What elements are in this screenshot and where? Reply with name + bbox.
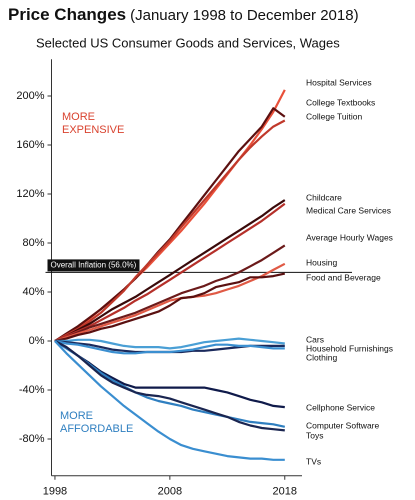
chart-subtitle: Selected US Consumer Goods and Services,… [36,35,340,50]
series-label: TVs [306,456,321,466]
annotation-affordable: MORE [60,410,93,422]
chart-title: Price Changes (January 1998 to December 2… [8,5,359,24]
series-line [54,199,286,343]
inflation-box [47,259,140,272]
series-label: Food and Beverage [306,272,381,282]
series-line [54,340,285,461]
series-label: Clothing [306,352,337,362]
title-note: (January 1998 to December 2018) [130,7,358,24]
title-main: Price Changes [8,5,126,24]
series-line [54,202,286,343]
series-label: Housing [306,257,337,267]
y-tick-label: 0% [29,335,45,347]
series-line [54,272,286,343]
series-label: Computer Software [306,420,379,430]
inflation-text: Overall Inflation (56.0%) [51,261,137,270]
annotation-expensive: EXPENSIVE [62,124,124,136]
inflation-label: Overall Inflation (56.0%) [47,259,140,272]
series-line [54,340,286,428]
y-tick-label: 80% [22,237,44,249]
y-tick-label: 120% [16,188,44,200]
series-line [54,119,286,342]
series-label: Medical Care Services [306,205,391,215]
y-tick-label: -40% [19,384,45,396]
x-tick-label: 2008 [158,486,182,498]
series-label: Hospital Services [306,77,372,87]
x-tick-label: 2018 [273,486,297,498]
series-label: Cellphone Service [306,402,375,412]
series-line [54,262,286,343]
series-label: Household Furnishings [306,343,393,353]
x-tick-label: 1998 [43,486,67,498]
series-label: Toys [306,430,323,440]
annotation-expensive: MORE [62,111,95,123]
series-label: College Tuition [306,111,363,121]
y-tick-label: 40% [22,286,44,298]
series-line [54,244,286,343]
y-tick-label: 160% [16,139,44,151]
y-tick-label: 200% [16,90,44,102]
series-line [54,337,285,350]
annotation-affordable: AFFORDABLE [60,423,133,435]
series-label: Cars [306,334,324,344]
series-label: Childcare [306,192,342,202]
series-line [54,340,285,432]
series-line [54,339,285,355]
series-label: College Textbooks [306,97,375,107]
series-label: Average Hourly Wages [306,232,393,242]
y-tick-label: -80% [19,433,45,445]
